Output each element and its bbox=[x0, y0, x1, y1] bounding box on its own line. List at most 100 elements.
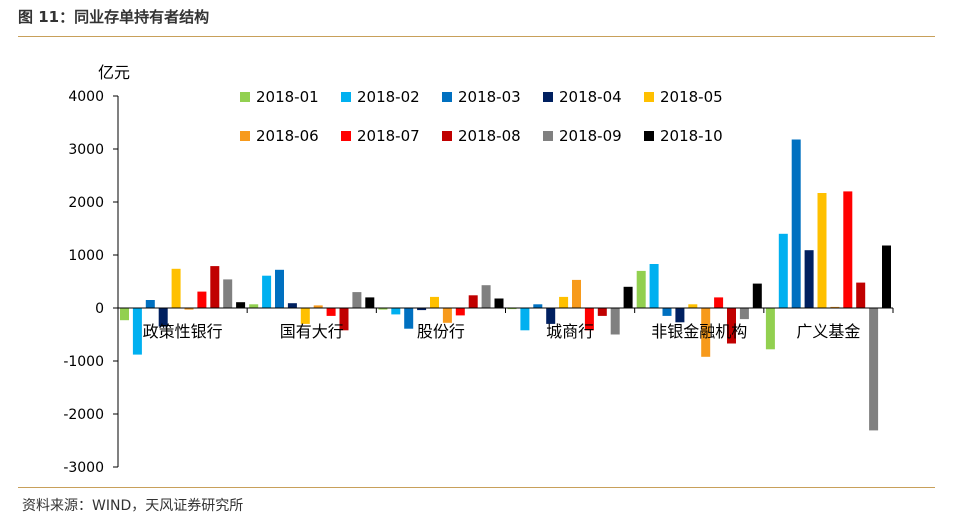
y-tick-label: 2000 bbox=[68, 195, 104, 211]
bar bbox=[236, 302, 246, 308]
legend-swatch bbox=[644, 131, 654, 141]
bar bbox=[778, 233, 788, 308]
bar bbox=[430, 296, 439, 308]
category-label: 广义基金 bbox=[796, 322, 860, 341]
bar bbox=[843, 191, 853, 308]
bar bbox=[623, 286, 633, 308]
bar bbox=[817, 193, 827, 308]
legend-label: 2018-06 bbox=[256, 127, 319, 145]
bar bbox=[714, 297, 724, 308]
category-labels: 政策性银行 国有大行 股份行 城商行 非银金融机构 广义基金 bbox=[143, 322, 861, 341]
bar bbox=[533, 304, 543, 308]
y-tick-label: -2000 bbox=[63, 407, 104, 423]
source-note: 资料来源：WIND，天风证券研究所 bbox=[22, 498, 244, 514]
source-divider bbox=[18, 487, 935, 488]
y-axis-unit-label: 亿元 bbox=[98, 63, 130, 82]
bar bbox=[675, 308, 685, 323]
bar bbox=[339, 308, 349, 331]
bar bbox=[507, 308, 517, 310]
bar bbox=[752, 283, 762, 308]
legend-label: 2018-04 bbox=[559, 88, 622, 106]
bar bbox=[132, 308, 142, 355]
category-label: 非银金融机构 bbox=[651, 322, 747, 341]
bar bbox=[326, 308, 336, 316]
bar bbox=[352, 292, 362, 308]
legend-label: 2018-08 bbox=[458, 127, 521, 145]
bar bbox=[442, 308, 452, 323]
bar bbox=[584, 308, 594, 331]
bar bbox=[417, 308, 427, 311]
legend-label: 2018-10 bbox=[660, 127, 723, 145]
bar bbox=[145, 300, 155, 308]
category-label: 政策性银行 bbox=[143, 322, 223, 341]
bar bbox=[559, 296, 569, 308]
bar bbox=[791, 139, 801, 308]
legend-label: 2018-09 bbox=[559, 127, 622, 145]
bar bbox=[481, 285, 491, 308]
bar bbox=[223, 279, 233, 308]
bar bbox=[882, 245, 891, 308]
bar bbox=[701, 308, 711, 357]
bar bbox=[391, 308, 401, 315]
bar bbox=[494, 298, 504, 308]
bar bbox=[455, 308, 465, 316]
bar bbox=[275, 269, 284, 308]
bar bbox=[378, 308, 388, 310]
legend-label: 2018-07 bbox=[357, 127, 420, 145]
bar bbox=[727, 308, 736, 344]
bar bbox=[765, 308, 775, 350]
bar bbox=[171, 268, 181, 308]
bar bbox=[739, 308, 749, 320]
bar bbox=[365, 297, 375, 308]
legend-swatch bbox=[442, 131, 452, 141]
legend-swatch bbox=[341, 92, 351, 102]
bar bbox=[804, 250, 814, 308]
legend-swatch bbox=[442, 92, 452, 102]
y-tick-label: -3000 bbox=[63, 460, 104, 476]
figure-title: 图 11：同业存单持有者结构 bbox=[18, 8, 210, 26]
bar bbox=[287, 303, 297, 308]
legend-label: 2018-03 bbox=[458, 88, 521, 106]
bar bbox=[546, 308, 556, 324]
bar bbox=[830, 306, 840, 308]
legend: 2018-01 2018-02 2018-03 2018-04 2018-05 2018-… bbox=[240, 88, 723, 145]
bar bbox=[300, 308, 310, 324]
bar bbox=[636, 270, 646, 308]
bar bbox=[649, 264, 659, 308]
y-tick-label: -1000 bbox=[63, 354, 104, 370]
bar bbox=[572, 279, 581, 308]
bar bbox=[120, 308, 129, 321]
bar bbox=[210, 266, 220, 308]
axes: -3000 -2000 -1000 0 1000 2000 3000 4000 bbox=[63, 89, 894, 476]
bar bbox=[262, 275, 272, 308]
legend-swatch bbox=[240, 92, 250, 102]
bar bbox=[688, 304, 698, 308]
bar bbox=[184, 308, 194, 310]
legend-swatch bbox=[644, 92, 654, 102]
category-label: 股份行 bbox=[417, 322, 465, 341]
bar bbox=[597, 308, 607, 316]
bars bbox=[120, 139, 891, 431]
category-label: 城商行 bbox=[546, 322, 594, 341]
bar bbox=[869, 308, 879, 431]
bar bbox=[313, 305, 323, 308]
bar bbox=[404, 308, 414, 329]
y-tick-label: 4000 bbox=[68, 89, 104, 105]
legend-swatch bbox=[240, 131, 250, 141]
bar bbox=[856, 282, 866, 308]
legend-label: 2018-01 bbox=[256, 88, 319, 106]
title-divider bbox=[18, 36, 935, 37]
bar bbox=[610, 308, 620, 335]
bar bbox=[158, 308, 168, 327]
legend-swatch bbox=[543, 92, 553, 102]
category-label: 国有大行 bbox=[280, 322, 344, 341]
bar bbox=[662, 308, 672, 316]
y-tick-label: 1000 bbox=[68, 248, 104, 264]
y-tick-label: 3000 bbox=[68, 142, 104, 158]
bar bbox=[520, 308, 530, 331]
bar bbox=[197, 291, 207, 308]
bar bbox=[249, 304, 259, 308]
bar bbox=[468, 295, 478, 308]
y-tick-label: 0 bbox=[95, 301, 104, 317]
